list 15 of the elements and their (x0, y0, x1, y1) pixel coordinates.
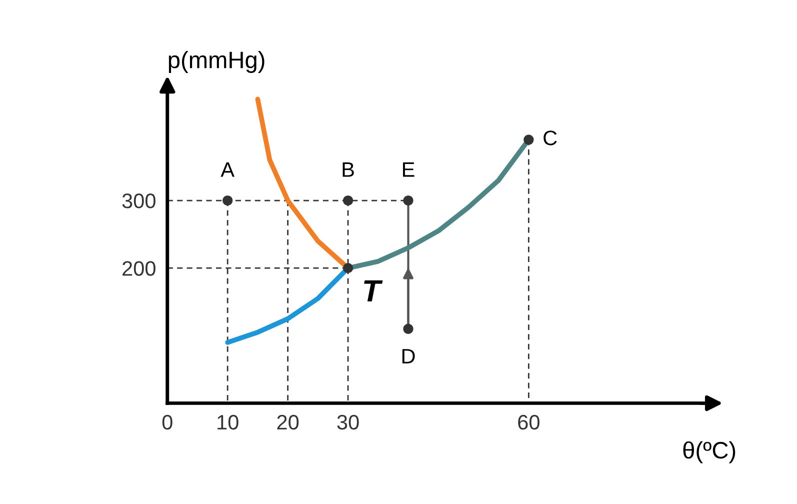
annotation: B (342, 162, 354, 177)
y-tick-label: 300 (122, 194, 156, 208)
x-tick-label: 0 (162, 414, 172, 430)
y-tick-label: 200 (122, 261, 156, 276)
annotation: T (364, 280, 383, 302)
x-tick-label: 20 (277, 414, 299, 430)
x-axis-title: θ(ºC) (683, 441, 736, 464)
x-tick-label: 30 (337, 414, 359, 430)
x-tick-label: 60 (518, 414, 540, 430)
annotation: A (220, 162, 234, 177)
x-tick-label: 10 (218, 414, 238, 430)
annotation: E (403, 162, 414, 177)
y-axis-title: p(mmHg) (168, 50, 264, 73)
annotation: D (402, 349, 415, 364)
annotation: C (544, 130, 557, 146)
